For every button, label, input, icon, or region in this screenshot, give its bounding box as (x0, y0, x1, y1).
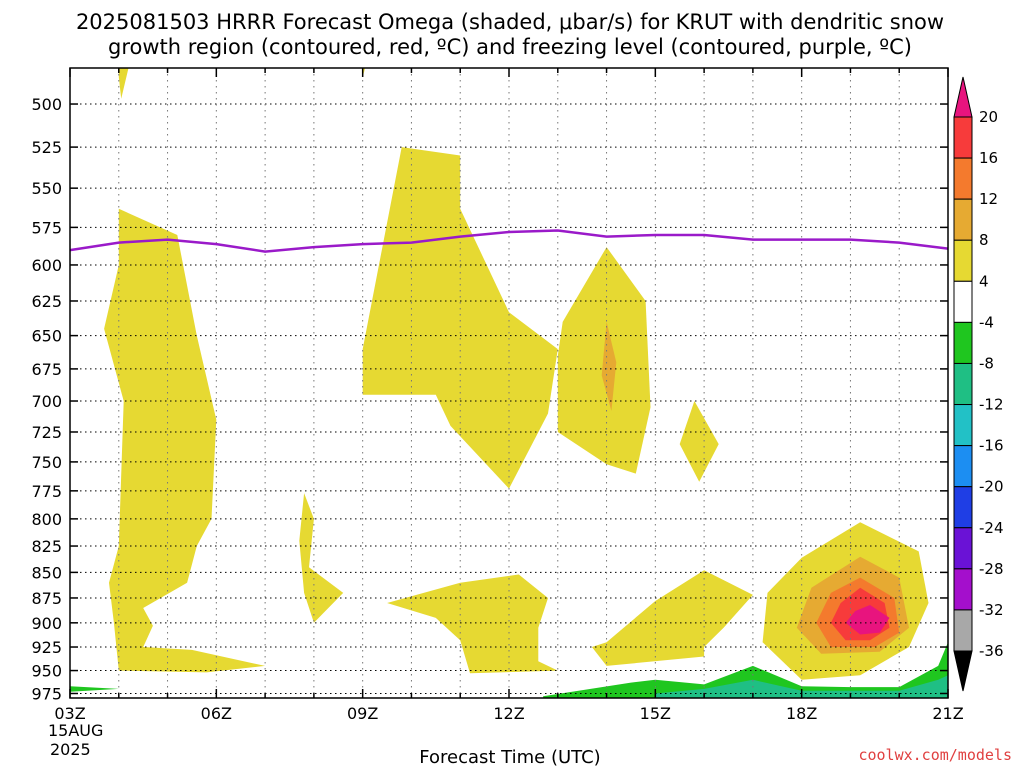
x-tick-label: 15Z (640, 704, 671, 723)
omega-region-above_20 (845, 605, 890, 635)
chart-title-line-1: 2025081503 HRRR Forecast Omega (shaded, … (76, 10, 944, 34)
x-tick-label: 09Z (347, 704, 378, 723)
omega-region-4_8 (299, 493, 344, 623)
colorbar-swatch (953, 404, 973, 447)
colorbar-top-arrow (953, 76, 973, 118)
colorbar-label: -32 (979, 601, 1004, 619)
time-axis: 03Z 06Z 09Z 12Z 15Z 18Z 21Z (54, 68, 964, 723)
y-tick-label: 500 (31, 95, 62, 114)
chart-title-line-2: growth region (contoured, red, ºC) and f… (108, 35, 912, 59)
colorbar-label: -24 (979, 519, 1004, 537)
omega-region-8_12 (601, 321, 617, 411)
colorbar-swatch (953, 280, 973, 323)
y-tick-label: 550 (31, 179, 62, 198)
y-tick-label: 850 (31, 563, 62, 582)
x-tick-label: 12Z (493, 704, 524, 723)
y-tick-label: 875 (31, 589, 62, 608)
colorbar-swatch (953, 321, 973, 364)
omega-region-4_8 (362, 147, 558, 489)
colorbar-bottom-arrow (953, 650, 973, 692)
y-tick-label: 700 (31, 392, 62, 411)
x-axis-title: Forecast Time (UTC) (419, 747, 600, 768)
freezing-level-line (69, 229, 949, 253)
y-tick-label: 725 (31, 423, 62, 442)
colorbar-label: 16 (979, 149, 998, 167)
omega-region-m12_m8 (655, 675, 948, 698)
colorbar-label: -16 (979, 437, 1004, 455)
credit-link[interactable]: coolwx.com/models (858, 746, 1012, 764)
colorbar-swatch (953, 486, 973, 529)
colorbar: 20 16 12 8 4 -4 -8 -12 -16 -20 -24 -28 -32 -36 (953, 76, 1004, 692)
omega-region-4_8 (591, 570, 753, 666)
colorbar-swatch (953, 239, 973, 282)
x-tick-label: 03Z (54, 704, 85, 723)
colorbar-label: 4 (979, 272, 989, 290)
y-tick-label: 775 (31, 482, 62, 501)
colorbar-label: -4 (979, 313, 994, 331)
colorbar-swatch (953, 362, 973, 406)
y-tick-label: 525 (31, 138, 62, 157)
y-tick-label: 750 (31, 453, 62, 472)
omega-region-4_8 (679, 401, 719, 482)
colorbar-label: -8 (979, 354, 994, 372)
omega-region-4_8 (104, 208, 266, 673)
colorbar-label: -28 (979, 560, 1004, 578)
colorbar-swatch (953, 116, 973, 159)
colorbar-swatch (953, 198, 973, 241)
colorbar-label: 8 (979, 231, 989, 249)
colorbar-label: -12 (979, 396, 1004, 414)
y-tick-label: 900 (31, 614, 62, 633)
colorbar-swatch (953, 568, 973, 611)
y-tick-label: 675 (31, 360, 62, 379)
colorbar-swatch (953, 609, 973, 652)
y-tick-label: 575 (31, 218, 62, 237)
x-tick-label: 21Z (932, 704, 963, 723)
omega-shading (70, 68, 948, 698)
colorbar-swatch (953, 445, 973, 488)
x-tick-label: 06Z (201, 704, 232, 723)
pressure-axis: 500 525 550 575 600 625 650 675 700 725 750 775 800 8… (31, 95, 948, 703)
colorbar-swatch (953, 157, 973, 200)
x-tick-label: 18Z (786, 704, 817, 723)
y-tick-label: 950 (31, 662, 62, 681)
colorbar-label: 12 (979, 190, 998, 208)
grid-lines (70, 68, 948, 698)
omega-region-4_8 (387, 574, 558, 674)
y-tick-label: 650 (31, 327, 62, 346)
freezing-level-contour (69, 229, 949, 253)
colorbar-swatch (953, 527, 973, 570)
x-start-year-label: 2025 (50, 740, 91, 759)
y-tick-label: 800 (31, 510, 62, 529)
colorbar-label: 20 (979, 108, 998, 126)
y-tick-label: 925 (31, 638, 62, 657)
colorbar-label: -36 (979, 642, 1004, 660)
colorbar-label: -20 (979, 478, 1004, 496)
y-tick-label: 825 (31, 537, 62, 556)
y-tick-label: 975 (31, 684, 62, 703)
x-start-day-label: 15AUG (48, 721, 103, 740)
y-tick-label: 625 (31, 292, 62, 311)
omega-region-m8_m4 (70, 686, 119, 692)
y-tick-label: 600 (31, 256, 62, 275)
omega-region-4_8 (118, 68, 129, 99)
